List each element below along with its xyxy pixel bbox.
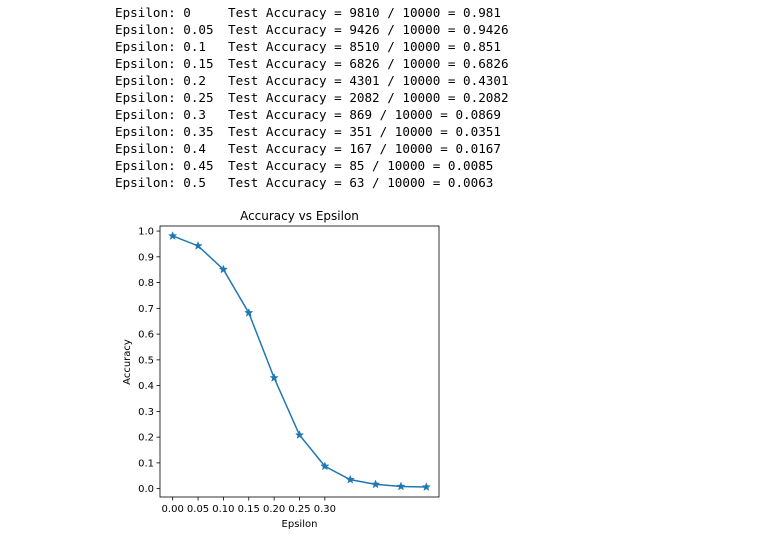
data-point-marker: [193, 240, 203, 250]
y-axis: 0.0 0.1 0.2 0.3 0.4 0.5 0.6 0.7 0.8 0.9 1.0: [138, 227, 160, 495]
console-line: Epsilon: 0 Test Accuracy = 9810 / 10000 =…: [115, 4, 509, 21]
y-tick-label: 0.4: [138, 381, 154, 392]
y-tick-label: 0.6: [138, 330, 154, 341]
data-point-marker: [269, 372, 279, 382]
epsilon-text: Epsilon: 0.25: [115, 90, 214, 105]
x-tick-label: 0.30: [314, 504, 336, 515]
y-axis-label: Accuracy: [122, 339, 133, 385]
y-tick-label: 0.1: [138, 458, 154, 469]
accuracy-result-text: Test Accuracy = 6826 / 10000 = 0.6826: [228, 56, 509, 71]
x-axis: 0.00 0.05 0.10 0.15 0.20 0.25 0.30: [162, 497, 336, 515]
series-line: [172, 235, 427, 488]
console-line: Epsilon: 0.4 Test Accuracy = 167 / 10000 …: [115, 140, 509, 157]
epsilon-text: Epsilon: 0.4: [115, 141, 206, 156]
epsilon-text: Epsilon: 0.45: [115, 158, 214, 173]
epsilon-text: Epsilon: 0.35: [115, 124, 214, 139]
chart-title: Accuracy vs Epsilon: [240, 209, 359, 223]
x-tick-label: 0.00: [162, 504, 184, 515]
y-tick-label: 0.9: [138, 252, 154, 263]
console-line: Epsilon: 0.25 Test Accuracy = 2082 / 1000…: [115, 89, 509, 106]
accuracy-result-text: Test Accuracy = 9810 / 10000 = 0.981: [228, 5, 501, 20]
epsilon-text: Epsilon: 0.3: [115, 107, 206, 122]
epsilon-text: Epsilon: 0: [115, 5, 191, 20]
data-point-marker: [244, 307, 254, 317]
console-line: Epsilon: 0.1 Test Accuracy = 8510 / 10000…: [115, 38, 509, 55]
y-tick-label: 0.2: [138, 433, 154, 444]
x-tick-label: 0.20: [263, 504, 285, 515]
console-line: Epsilon: 0.5 Test Accuracy = 63 / 10000 =…: [115, 174, 509, 191]
y-tick-label: 1.0: [138, 227, 154, 238]
accuracy-result-text: Test Accuracy = 4301 / 10000 = 0.4301: [228, 73, 509, 88]
epsilon-text: Epsilon: 0.1: [115, 39, 206, 54]
y-tick-label: 0.7: [138, 304, 154, 315]
x-tick-label: 0.15: [238, 504, 260, 515]
accuracy-result-text: Test Accuracy = 85 / 10000 = 0.0085: [228, 158, 494, 173]
epsilon-text: Epsilon: 0.15: [115, 56, 214, 71]
data-point-marker: [345, 474, 355, 484]
epsilon-text: Epsilon: 0.05: [115, 22, 214, 37]
y-tick-label: 0.0: [138, 484, 154, 495]
epsilon-text: Epsilon: 0.5: [115, 175, 206, 190]
console-line: Epsilon: 0.05 Test Accuracy = 9426 / 1000…: [115, 21, 509, 38]
console-line: Epsilon: 0.2 Test Accuracy = 4301 / 10000…: [115, 72, 509, 89]
accuracy-result-text: Test Accuracy = 869 / 10000 = 0.0869: [228, 107, 501, 122]
console-line: Epsilon: 0.35 Test Accuracy = 351 / 10000…: [115, 123, 509, 140]
x-axis-label: Epsilon: [282, 519, 318, 530]
accuracy-result-text: Test Accuracy = 8510 / 10000 = 0.851: [228, 39, 501, 54]
accuracy-result-text: Test Accuracy = 63 / 10000 = 0.0063: [228, 175, 494, 190]
x-tick-label: 0.25: [288, 504, 310, 515]
console-output: Epsilon: 0 Test Accuracy = 9810 / 10000 =…: [115, 4, 509, 191]
console-line: Epsilon: 0.45 Test Accuracy = 85 / 10000 …: [115, 157, 509, 174]
series-markers: [168, 231, 431, 492]
data-point-marker: [370, 479, 381, 489]
plot-frame: [159, 225, 440, 498]
data-point-marker: [421, 482, 431, 492]
y-tick-label: 0.3: [138, 407, 154, 418]
data-point-marker: [320, 461, 330, 471]
data-point-marker: [396, 481, 406, 491]
accuracy-result-text: Test Accuracy = 167 / 10000 = 0.0167: [228, 141, 501, 156]
console-line: Epsilon: 0.3 Test Accuracy = 869 / 10000 …: [115, 106, 509, 123]
accuracy-result-text: Test Accuracy = 351 / 10000 = 0.0351: [228, 124, 501, 139]
epsilon-text: Epsilon: 0.2: [115, 73, 206, 88]
data-point-marker: [218, 264, 229, 274]
y-tick-label: 0.8: [138, 278, 154, 289]
accuracy-result-text: Test Accuracy = 2082 / 10000 = 0.2082: [228, 90, 509, 105]
console-line: Epsilon: 0.15 Test Accuracy = 6826 / 1000…: [115, 55, 509, 72]
data-point-marker: [294, 430, 305, 439]
x-tick-label: 0.05: [187, 504, 209, 515]
accuracy-result-text: Test Accuracy = 9426 / 10000 = 0.9426: [228, 22, 509, 37]
data-point-marker: [168, 231, 178, 240]
y-tick-label: 0.5: [138, 355, 154, 366]
x-tick-label: 0.10: [212, 504, 234, 515]
